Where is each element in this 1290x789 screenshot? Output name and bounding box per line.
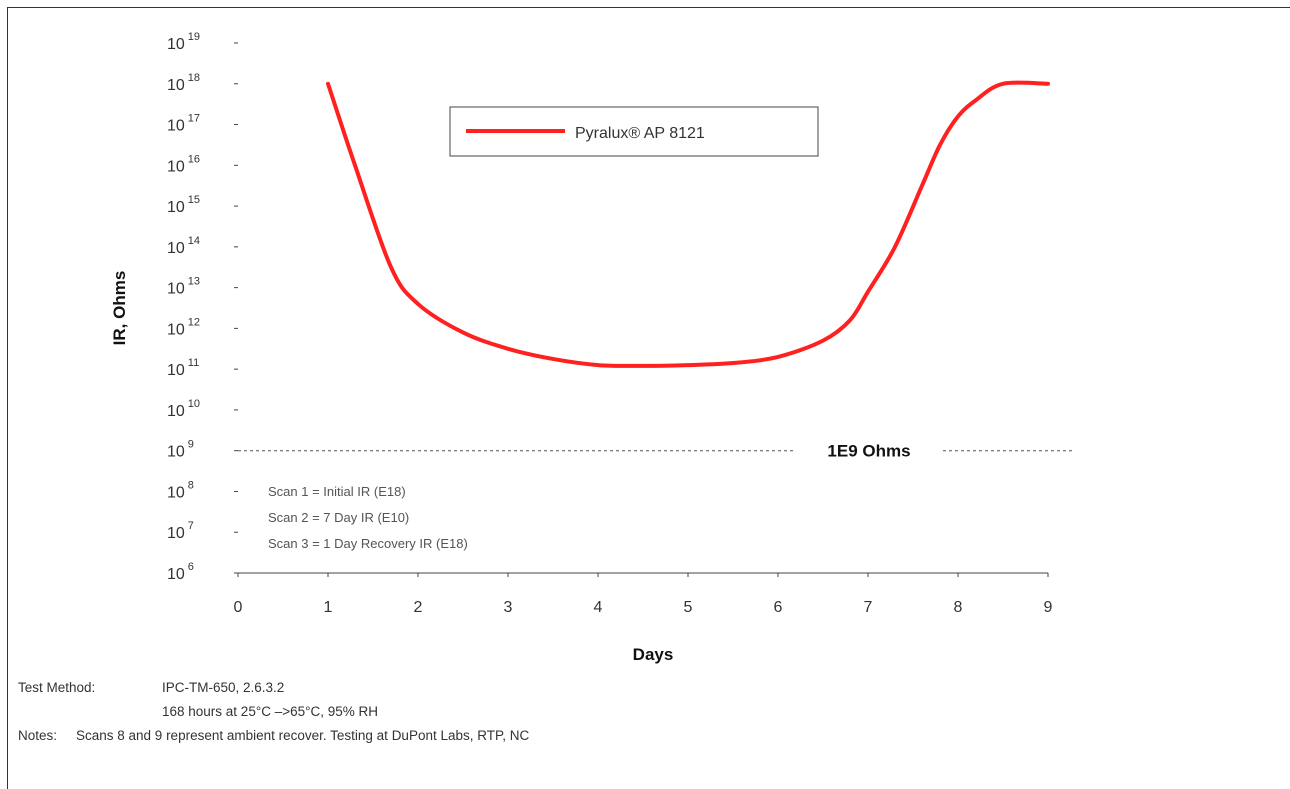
test-method-value: IPC-TM-650, 2.6.3.2: [162, 680, 285, 695]
x-tick-label: 8: [954, 599, 963, 616]
notes-value: Scans 8 and 9 represent ambient recover.…: [76, 728, 530, 743]
x-tick-label: 9: [1044, 599, 1053, 616]
y-tick-label: 10 13: [167, 276, 200, 298]
annotation-notes: Scan 1 = Initial IR (E18) Scan 2 = 7 Day …: [268, 484, 468, 551]
y-tick-base: 10: [167, 444, 185, 461]
y-tick-base: 10: [167, 36, 185, 53]
notes-label: Notes:: [18, 728, 58, 743]
annotation-line: Scan 1 = Initial IR (E18): [268, 484, 406, 499]
test-conditions: 168 hours at 25°C –>65°C, 95% RH: [162, 704, 379, 719]
y-tick-base: 10: [167, 403, 185, 420]
y-tick-label: 10 12: [167, 316, 200, 338]
reference-line-label: 1E9 Ohms: [827, 442, 910, 461]
x-tick-label: 2: [414, 599, 423, 616]
legend: Pyralux® AP 8121: [449, 106, 819, 157]
y-tick-base: 10: [167, 281, 185, 298]
x-axis-ticks: 0 1 2 3 4 5 6 7 8 9: [234, 573, 1053, 616]
y-tick-exponent: 13: [188, 276, 200, 288]
y-tick-exponent: 14: [188, 235, 200, 247]
y-tick-label: 10 6: [167, 561, 194, 583]
y-tick-base: 10: [167, 525, 185, 542]
y-tick-base: 10: [167, 77, 185, 94]
x-tick-label: 5: [684, 599, 693, 616]
series-line: [326, 80, 1050, 368]
x-tick-label: 7: [864, 599, 873, 616]
y-tick-base: 10: [167, 362, 185, 379]
y-tick-label: 10 10: [167, 398, 200, 420]
conditions-row: 168 hours at 25°C –>65°C, 95% RH: [18, 700, 529, 724]
y-tick-label: 10 9: [167, 439, 194, 461]
y-tick-label: 10 17: [167, 113, 200, 135]
y-tick-exponent: 9: [188, 439, 194, 451]
y-tick-exponent: 15: [188, 194, 200, 206]
y-tick-label: 10 15: [167, 194, 200, 216]
figure-frame: [7, 7, 1290, 789]
reference-line-group: 1E9 Ohms: [238, 442, 1075, 461]
x-tick-label: 1: [324, 599, 333, 616]
footer-notes: Test Method: IPC-TM-650, 2.6.3.2 168 hour…: [18, 676, 529, 748]
y-tick-base: 10: [167, 566, 185, 583]
y-tick-exponent: 7: [188, 520, 194, 532]
y-tick-exponent: 16: [188, 153, 200, 165]
y-tick-label: 10 16: [167, 153, 200, 175]
x-axis-title: Days: [633, 645, 674, 664]
x-tick-label: 3: [504, 599, 513, 616]
legend-label: Pyralux® AP 8121: [575, 125, 705, 142]
y-tick-exponent: 18: [188, 72, 200, 84]
y-tick-label: 10 8: [167, 479, 194, 501]
y-tick-base: 10: [167, 199, 185, 216]
y-tick-exponent: 11: [188, 357, 199, 369]
y-tick-exponent: 19: [188, 31, 200, 43]
notes-row: Notes: Scans 8 and 9 represent ambient re…: [18, 724, 529, 748]
y-tick-label: 10 19: [167, 31, 200, 53]
y-tick-label: 10 11: [167, 357, 199, 379]
annotation-line: Scan 2 = 7 Day IR (E10): [268, 510, 409, 525]
y-tick-base: 10: [167, 321, 185, 338]
y-tick-exponent: 17: [188, 113, 200, 125]
y-tick-base: 10: [167, 484, 185, 501]
y-tick-exponent: 8: [188, 479, 194, 491]
y-tick-label: 10 14: [167, 235, 200, 257]
y-tick-label: 10 18: [167, 72, 200, 94]
y-tick-exponent: 6: [188, 561, 194, 573]
y-tick-exponent: 12: [188, 316, 200, 328]
x-tick-label: 4: [594, 599, 603, 616]
y-tick-base: 10: [167, 158, 185, 175]
y-tick-exponent: 10: [188, 398, 200, 410]
x-tick-label: 0: [234, 599, 243, 616]
y-axis-title: IR, Ohms: [110, 271, 129, 346]
y-tick-base: 10: [167, 240, 185, 257]
series-group: [326, 80, 1050, 368]
test-method-row: Test Method: IPC-TM-650, 2.6.3.2: [18, 676, 529, 700]
test-method-label: Test Method:: [18, 680, 96, 695]
y-tick-label: 10 7: [167, 520, 194, 542]
y-tick-base: 10: [167, 118, 185, 135]
x-tick-label: 6: [774, 599, 783, 616]
annotation-line: Scan 3 = 1 Day Recovery IR (E18): [268, 536, 468, 551]
